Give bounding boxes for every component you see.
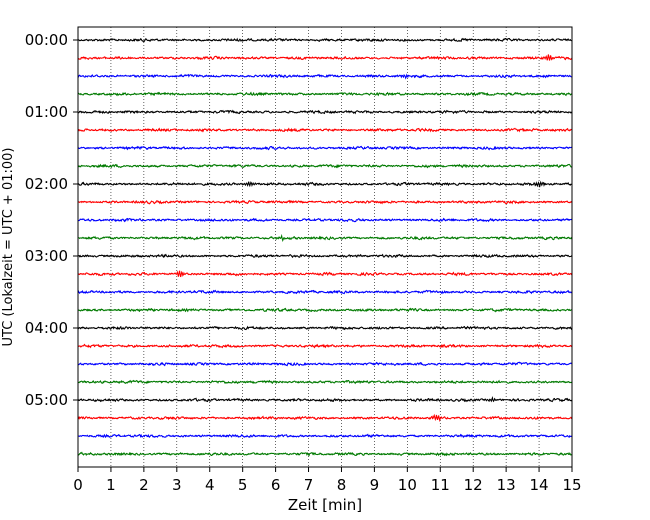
- trace-row-7: [77, 163, 573, 169]
- y-tick-label: 01:00: [25, 103, 68, 121]
- trace-row-3: [77, 91, 573, 97]
- y-axis-ticks: 00:00 01:00 02:00 03:00 04:00 05:00: [25, 31, 78, 409]
- x-axis-label: Zeit [min]: [288, 496, 362, 514]
- x-tick-label: 0: [73, 476, 83, 494]
- trace-row-19: [77, 379, 573, 385]
- trace-row-10: [77, 217, 573, 223]
- trace-row-8: [77, 180, 573, 188]
- trace-row-13: [77, 270, 573, 278]
- x-axis-ticks: 0 1 2 3 4 5 6 7 8 9 10 11 12 13 14 15: [73, 467, 582, 494]
- x-tick-label: 14: [530, 476, 549, 494]
- y-tick-label: 00:00: [25, 31, 68, 49]
- trace-row-23: [77, 451, 573, 457]
- x-tick-label: 7: [304, 476, 314, 494]
- x-tick-label: 9: [370, 476, 380, 494]
- trace-row-16: [77, 325, 573, 331]
- trace-row-1: [77, 54, 573, 61]
- y-tick-label: 03:00: [25, 247, 68, 265]
- x-tick-label: 5: [238, 476, 248, 494]
- grid-lines: [110, 27, 540, 467]
- x-tick-label: 6: [271, 476, 281, 494]
- trace-row-15: [77, 307, 573, 313]
- trace-row-12: [77, 253, 573, 259]
- y-tick-label: 04:00: [25, 319, 68, 337]
- trace-row-17: [77, 343, 573, 349]
- x-tick-label: 15: [562, 476, 581, 494]
- trace-row-11: [78, 233, 573, 242]
- x-tick-label: 10: [398, 476, 417, 494]
- y-axis-label: UTC (Lokalzeit = UTC + 01:00): [1, 148, 16, 347]
- trace-row-9: [77, 199, 573, 205]
- trace-row-18: [77, 361, 573, 367]
- trace-row-2: [77, 73, 573, 80]
- trace-row-4: [77, 109, 573, 115]
- x-tick-label: 3: [172, 476, 182, 494]
- trace-row-22: [77, 433, 573, 439]
- plot-frame: [77, 26, 573, 468]
- x-tick-label: 12: [464, 476, 483, 494]
- trace-row-5: [77, 127, 573, 133]
- trace-row-21: [77, 413, 573, 423]
- x-tick-label: 1: [106, 476, 116, 494]
- x-tick-label: 4: [205, 476, 215, 494]
- x-tick-label: 8: [337, 476, 347, 494]
- trace-row-0: [77, 37, 573, 43]
- y-tick-label: 05:00: [25, 391, 68, 409]
- x-tick-label: 11: [431, 476, 450, 494]
- x-tick-label: 13: [497, 476, 516, 494]
- trace-row-6: [77, 145, 573, 151]
- trace-row-14: [77, 289, 573, 295]
- trace-row-20: [77, 395, 573, 403]
- x-tick-label: 2: [139, 476, 149, 494]
- y-tick-label: 02:00: [25, 175, 68, 193]
- trace-lines: [77, 37, 573, 457]
